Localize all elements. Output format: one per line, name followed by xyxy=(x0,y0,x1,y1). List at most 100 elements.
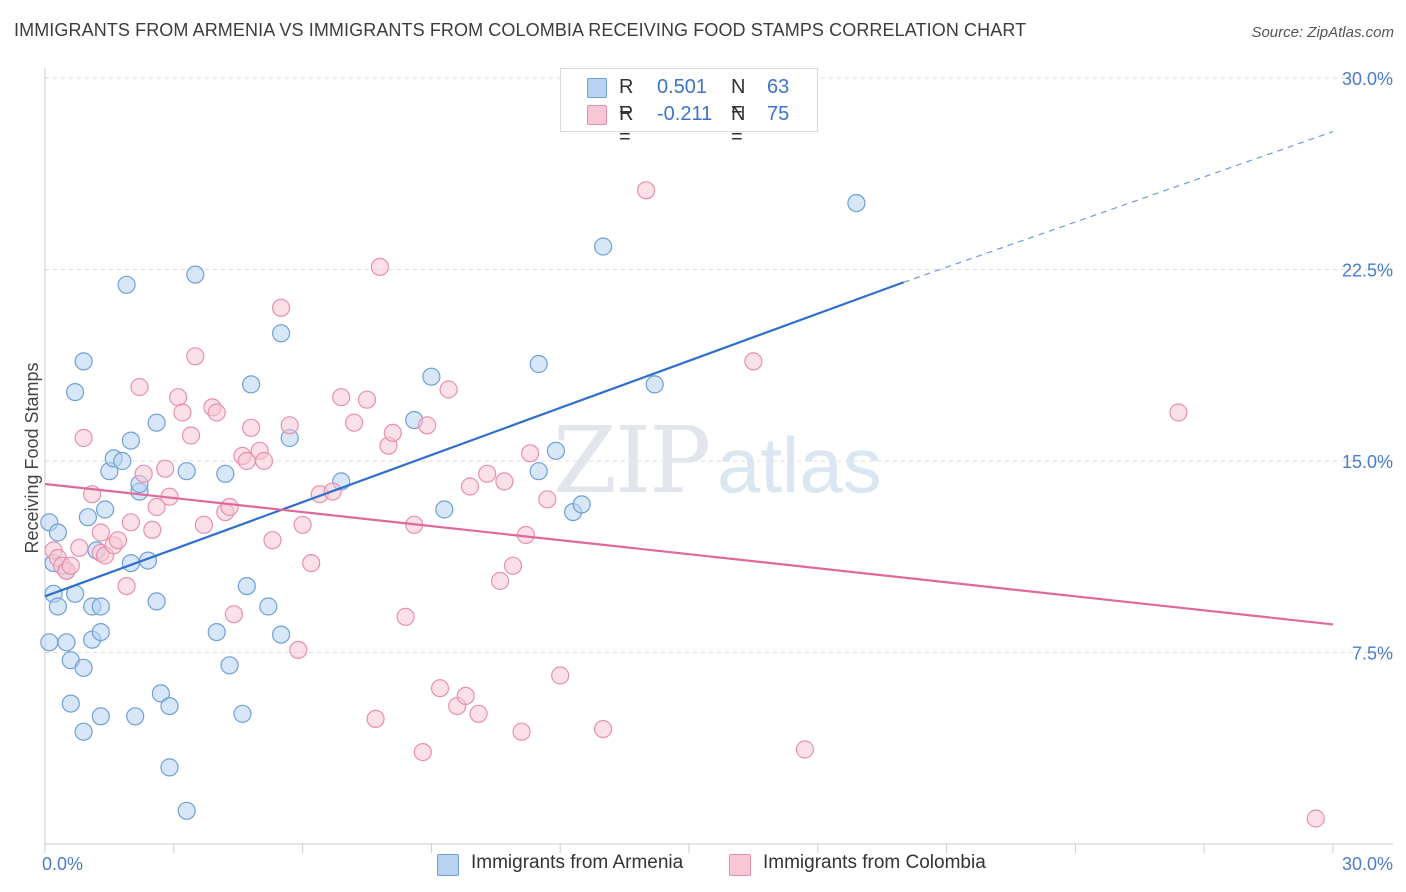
colombia-point xyxy=(134,464,153,483)
legend-n-value: 63 xyxy=(767,76,790,98)
colombia-point xyxy=(194,515,213,534)
bottom-legend-label-colombia: Immigrants from Colombia xyxy=(763,852,986,873)
armenia-point xyxy=(177,462,196,481)
y-tick-label: 15.0% xyxy=(1342,452,1393,472)
colombia-point xyxy=(430,679,450,698)
armenia-point xyxy=(95,500,115,519)
colombia-point xyxy=(413,742,432,762)
bottom-legend-swatch-colombia xyxy=(729,854,751,876)
colombia-point xyxy=(117,576,136,596)
colombia-point xyxy=(636,181,656,200)
colombia-point xyxy=(593,719,613,739)
colombia-point xyxy=(551,666,570,685)
armenia-point xyxy=(529,462,548,481)
colombia-point xyxy=(512,722,531,741)
colombia-point xyxy=(439,380,458,399)
armenia-point xyxy=(529,354,548,374)
colombia-point xyxy=(478,464,497,483)
colombia-point xyxy=(293,515,312,534)
armenia-point xyxy=(160,758,179,777)
armenia-point xyxy=(186,265,205,284)
legend: R = 0.501 N = 63 R = -0.211 N = 75 xyxy=(560,68,818,148)
armenia-point xyxy=(272,625,291,644)
armenia-point xyxy=(74,722,93,741)
colombia-point xyxy=(70,538,89,557)
armenia-point xyxy=(147,413,166,432)
legend-n-value: 75 xyxy=(767,103,790,125)
trend-lines xyxy=(44,131,1334,626)
colombia-point xyxy=(220,497,239,517)
armenia-point xyxy=(91,707,110,726)
armenia-point xyxy=(74,352,93,371)
colombia-point xyxy=(302,553,321,573)
armenia-point xyxy=(61,694,80,713)
armenia-point xyxy=(435,500,454,519)
colombia-point xyxy=(169,388,188,407)
colombia-point xyxy=(254,451,274,471)
colombia-point xyxy=(460,477,480,496)
armenia-point xyxy=(242,375,261,394)
armenia-point xyxy=(572,495,591,514)
armenia-trend-line xyxy=(44,281,905,598)
colombia-point xyxy=(370,257,389,276)
colombia-point xyxy=(357,390,377,409)
colombia-point xyxy=(383,423,402,442)
colombia-point xyxy=(280,416,299,435)
armenia-point xyxy=(546,441,566,460)
bottom-legend-swatch-armenia xyxy=(437,854,459,876)
armenia-point xyxy=(48,523,68,542)
colombia-point xyxy=(456,686,475,706)
colombia-point xyxy=(74,428,93,448)
colombia-point xyxy=(108,531,128,550)
colombia-point xyxy=(520,444,540,463)
armenia-point xyxy=(422,367,441,386)
armenia-point xyxy=(74,658,93,677)
armenia-point xyxy=(177,801,196,820)
watermark: ZIP atlas xyxy=(553,407,882,514)
colombia-point xyxy=(61,556,80,575)
armenia-point xyxy=(645,375,664,394)
colombia-point xyxy=(156,459,175,478)
colombia-point xyxy=(181,426,201,445)
armenia-point xyxy=(40,633,59,652)
colombia-point xyxy=(207,403,226,422)
colombia-point xyxy=(121,513,140,532)
colombia-point xyxy=(744,352,763,371)
colombia-point xyxy=(1306,809,1325,828)
colombia-point xyxy=(396,607,415,626)
armenia-point xyxy=(78,508,98,527)
colombia-point xyxy=(491,571,510,591)
legend-n-label: N = xyxy=(731,103,746,148)
colombia-point xyxy=(366,709,385,729)
colombia-point xyxy=(289,640,308,660)
colombia-point xyxy=(91,523,110,542)
armenia-point xyxy=(272,324,291,343)
colombia-point xyxy=(186,347,205,366)
legend-r-label: R = xyxy=(619,103,634,148)
colombia-point xyxy=(242,418,261,437)
chart-title: IMMIGRANTS FROM ARMENIA VS IMMIGRANTS FR… xyxy=(14,20,1027,40)
colombia-point xyxy=(130,377,149,397)
legend-r-value: -0.211 xyxy=(657,103,713,125)
armenia-point xyxy=(259,597,278,616)
armenia-point xyxy=(57,633,76,652)
armenia-point xyxy=(237,576,256,596)
armenia-point xyxy=(151,684,170,703)
armenia-point xyxy=(65,383,85,402)
armenia-point xyxy=(117,275,136,294)
bottom-legend-label-armenia: Immigrants from Armenia xyxy=(471,852,684,873)
colombia-point xyxy=(503,556,523,575)
colombia-point xyxy=(795,740,815,759)
colombia-point xyxy=(538,490,557,509)
watermark-atlas: atlas xyxy=(717,421,882,509)
y-tick-label: 7.5% xyxy=(1352,644,1393,664)
colombia-points xyxy=(44,181,1325,828)
axes xyxy=(44,68,1393,853)
armenia-point xyxy=(216,464,235,483)
x-tick-label: 30.0% xyxy=(1342,854,1393,874)
colombia-point xyxy=(224,605,243,624)
armenia-point xyxy=(121,431,140,450)
colombia-point xyxy=(495,472,514,491)
colombia-point xyxy=(469,704,488,723)
